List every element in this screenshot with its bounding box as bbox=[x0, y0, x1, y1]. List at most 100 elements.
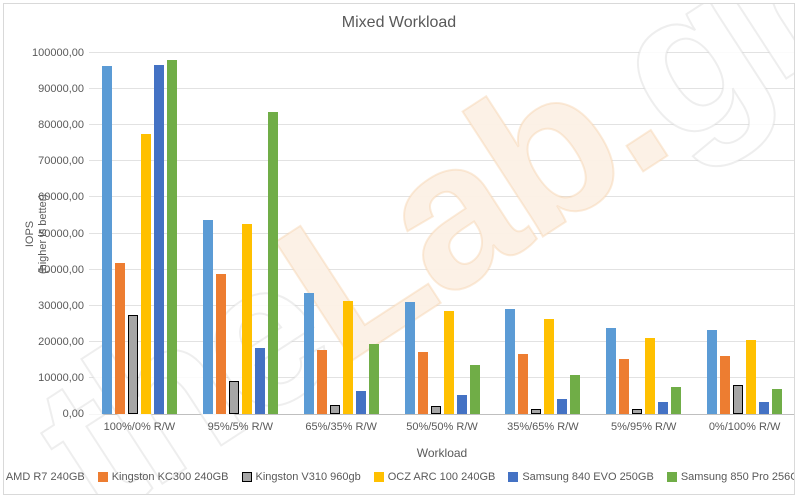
y-tick-label: 0,00 bbox=[62, 408, 84, 420]
bar-group bbox=[694, 53, 794, 414]
y-axis-title-line2: (higher is better) bbox=[37, 193, 49, 275]
gridline bbox=[89, 340, 794, 342]
gridline bbox=[89, 376, 794, 378]
bar bbox=[166, 60, 177, 414]
bar bbox=[417, 351, 428, 414]
bar-group bbox=[190, 53, 291, 414]
bar bbox=[505, 308, 516, 414]
legend-swatch-icon bbox=[241, 472, 252, 482]
x-tick-label: 0%/100% R/W bbox=[708, 421, 781, 433]
bar bbox=[329, 404, 340, 414]
bar bbox=[267, 111, 278, 414]
gridline bbox=[89, 160, 794, 162]
x-tick-label: 100%/0% R/W bbox=[103, 421, 176, 433]
gridline bbox=[89, 52, 794, 53]
gridline bbox=[89, 304, 794, 306]
legend-swatch-icon bbox=[373, 472, 384, 482]
legend-item: Kingston KC300 240GB bbox=[97, 471, 229, 483]
legend-label: Samsung 840 EVO 250GB bbox=[522, 471, 654, 483]
legend-swatch-icon bbox=[666, 472, 677, 482]
legend-item: Samsung 840 EVO 250GB bbox=[508, 471, 654, 483]
bar bbox=[443, 311, 454, 414]
legend-swatch-icon bbox=[508, 472, 519, 482]
bar-group bbox=[89, 53, 190, 414]
y-tick-label: 20000,00 bbox=[38, 335, 84, 348]
x-tick-label: 65%/35% R/W bbox=[305, 421, 377, 433]
bar bbox=[707, 329, 718, 414]
bar bbox=[114, 262, 125, 414]
bar bbox=[355, 390, 366, 414]
bar bbox=[606, 327, 617, 414]
bar bbox=[570, 375, 581, 414]
y-tick-label: 100000,00 bbox=[32, 47, 84, 59]
legend-item: OCZ ARC 100 240GB bbox=[373, 471, 495, 483]
bar-group bbox=[492, 53, 593, 414]
bar bbox=[720, 355, 731, 414]
y-tick-label: 40000,00 bbox=[38, 263, 84, 276]
bar bbox=[759, 402, 770, 414]
gridline bbox=[89, 196, 794, 198]
chart-title: Mixed Workload bbox=[341, 14, 457, 31]
y-tick-label: 70000,00 bbox=[38, 155, 84, 168]
bar bbox=[228, 381, 239, 414]
bar bbox=[772, 389, 783, 414]
bar bbox=[215, 273, 226, 414]
bar bbox=[658, 401, 669, 414]
bar-group bbox=[392, 53, 493, 414]
bar bbox=[127, 314, 138, 414]
bar bbox=[101, 66, 112, 414]
bar bbox=[241, 224, 252, 414]
gridline bbox=[89, 232, 794, 234]
bar bbox=[557, 399, 568, 414]
bar bbox=[619, 359, 630, 414]
x-tick-label: 50%/50% R/W bbox=[406, 421, 478, 433]
x-axis-title: Workload bbox=[416, 446, 468, 460]
bar bbox=[316, 350, 327, 414]
bar-group bbox=[291, 53, 392, 414]
bar bbox=[733, 384, 744, 414]
bar bbox=[632, 408, 643, 414]
bar bbox=[518, 354, 529, 414]
y-axis-ticks: 0,00 10000,00 20000,00 30000,00 40000,00 5000… bbox=[4, 47, 84, 420]
y-axis-title-line1: IOPS bbox=[24, 220, 36, 248]
y-tick-label: 90000,00 bbox=[38, 83, 84, 96]
gridline bbox=[89, 88, 794, 90]
bar bbox=[202, 220, 213, 414]
bar bbox=[430, 406, 441, 414]
bar bbox=[671, 387, 682, 414]
gridline bbox=[89, 268, 794, 270]
x-tick-label: 35%/65% R/W bbox=[507, 421, 579, 433]
bar bbox=[404, 302, 415, 414]
x-axis-labels: 100%/0% R/W 95%/5% R/W 65%/35% R/W 50%/50% … bbox=[89, 421, 794, 433]
y-tick-label: 80000,00 bbox=[38, 119, 84, 132]
bar bbox=[544, 319, 555, 414]
x-tick-label: 5%/95% R/W bbox=[611, 421, 677, 433]
gridline bbox=[89, 124, 794, 126]
y-tick-label: 60000,00 bbox=[38, 191, 84, 204]
bar bbox=[746, 340, 757, 414]
y-tick-label: 30000,00 bbox=[38, 299, 84, 312]
bar-group bbox=[593, 53, 694, 414]
bar bbox=[254, 347, 265, 414]
x-tick-label: 95%/5% R/W bbox=[207, 421, 273, 433]
y-tick-label: 50000,00 bbox=[38, 227, 84, 240]
legend-item: AMD R7 240GB bbox=[4, 471, 85, 483]
bar bbox=[342, 301, 353, 414]
legend-label: Samsung 850 Pro 256GB bbox=[680, 471, 795, 483]
bar bbox=[153, 65, 164, 414]
y-axis-title: IOPS (higher is better) bbox=[24, 163, 52, 305]
bar bbox=[140, 134, 151, 414]
legend-label: Kingston V310 960gb bbox=[255, 471, 361, 483]
legend: AMD R7 240GB Kingston KC300 240GB Kingston… bbox=[4, 471, 794, 483]
y-tick-label: 10000,00 bbox=[38, 371, 84, 384]
legend-label: AMD R7 240GB bbox=[5, 471, 85, 483]
bar-groups bbox=[89, 53, 794, 414]
chart-container: Mixed Workload theLab.gr 0,00 10000,00 200… bbox=[3, 3, 795, 495]
legend-swatch-icon bbox=[97, 472, 108, 482]
bar bbox=[368, 343, 379, 414]
plot-area bbox=[89, 52, 794, 415]
legend-item: Kingston V310 960gb bbox=[241, 471, 361, 483]
bar bbox=[456, 394, 467, 414]
legend-item: Samsung 850 Pro 256GB bbox=[666, 471, 795, 483]
bar bbox=[645, 338, 656, 414]
